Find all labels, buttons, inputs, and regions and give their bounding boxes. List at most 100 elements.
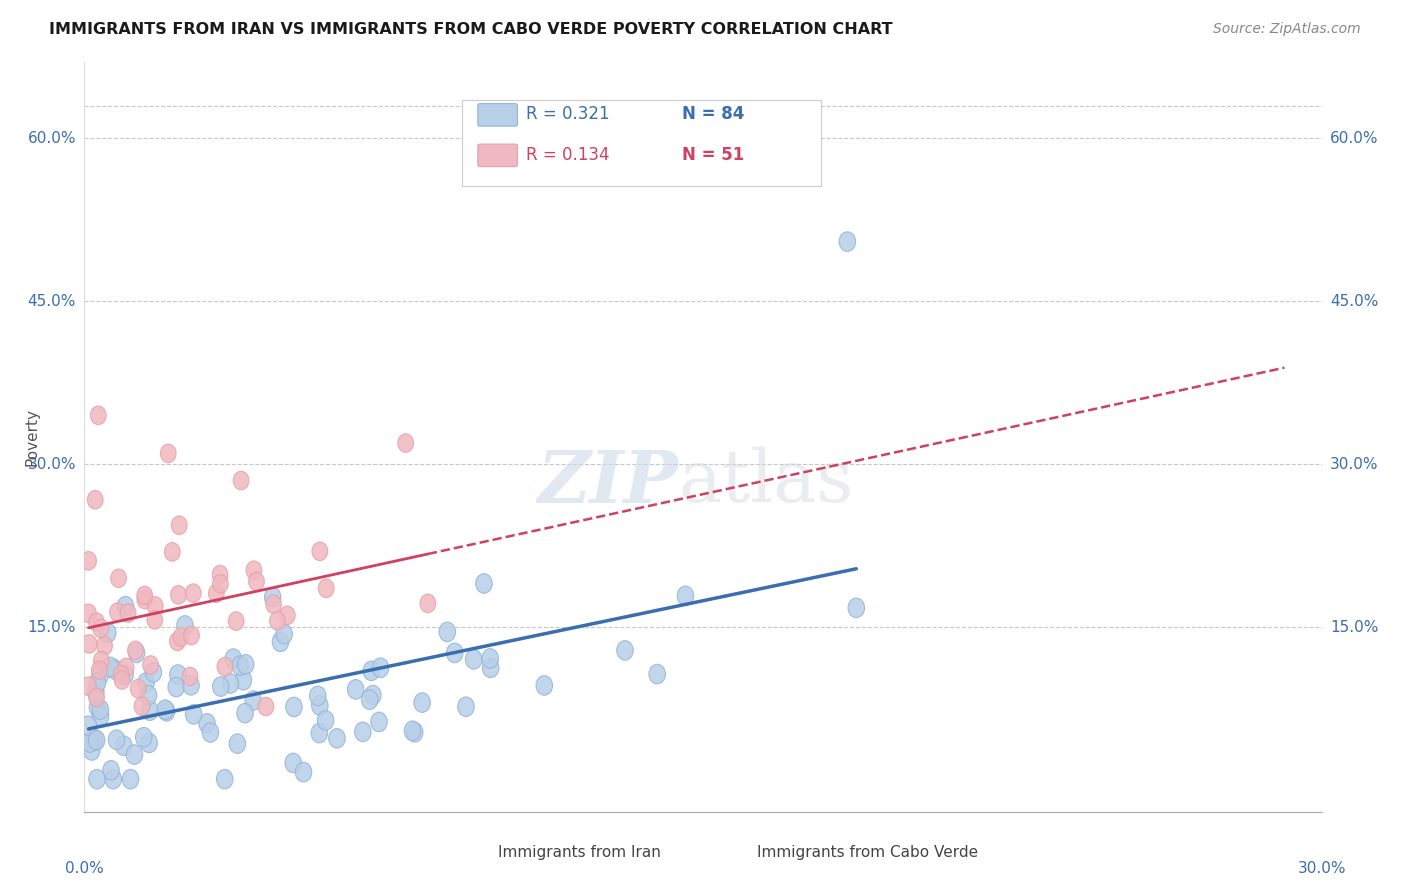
Ellipse shape [347, 680, 364, 699]
FancyBboxPatch shape [460, 844, 492, 862]
Ellipse shape [159, 702, 174, 721]
Ellipse shape [354, 722, 371, 741]
Ellipse shape [246, 561, 262, 580]
Ellipse shape [198, 714, 215, 733]
Ellipse shape [364, 685, 381, 705]
Ellipse shape [183, 675, 200, 695]
Ellipse shape [232, 656, 249, 675]
Ellipse shape [238, 655, 254, 674]
Ellipse shape [259, 698, 274, 715]
Ellipse shape [87, 491, 103, 509]
Text: N = 84: N = 84 [682, 105, 744, 123]
Ellipse shape [363, 661, 380, 681]
Ellipse shape [172, 516, 187, 534]
Text: ZIP: ZIP [537, 447, 678, 517]
Text: IMMIGRANTS FROM IRAN VS IMMIGRANTS FROM CABO VERDE POVERTY CORRELATION CHART: IMMIGRANTS FROM IRAN VS IMMIGRANTS FROM … [49, 22, 893, 37]
Ellipse shape [91, 665, 108, 685]
Ellipse shape [413, 693, 430, 713]
Ellipse shape [447, 643, 463, 663]
Ellipse shape [136, 586, 152, 605]
Ellipse shape [458, 697, 474, 716]
Ellipse shape [266, 595, 281, 614]
Ellipse shape [80, 716, 97, 735]
Ellipse shape [100, 624, 117, 642]
Ellipse shape [82, 634, 97, 653]
Ellipse shape [217, 657, 233, 676]
Ellipse shape [235, 671, 252, 690]
Ellipse shape [217, 770, 233, 789]
Text: 0.0%: 0.0% [65, 861, 104, 876]
Text: 15.0%: 15.0% [28, 620, 76, 634]
Ellipse shape [233, 471, 249, 490]
Ellipse shape [89, 731, 105, 750]
Ellipse shape [141, 685, 157, 705]
Ellipse shape [617, 640, 633, 660]
Ellipse shape [157, 700, 173, 720]
Ellipse shape [183, 667, 198, 686]
Ellipse shape [184, 626, 200, 645]
Ellipse shape [186, 584, 201, 602]
Ellipse shape [177, 615, 193, 635]
Text: R = 0.321: R = 0.321 [526, 105, 610, 123]
Ellipse shape [111, 569, 127, 588]
Ellipse shape [371, 712, 387, 731]
Text: 30.0%: 30.0% [28, 457, 76, 472]
Ellipse shape [170, 665, 186, 684]
Ellipse shape [312, 696, 328, 715]
Ellipse shape [678, 586, 693, 606]
FancyBboxPatch shape [718, 844, 751, 862]
Ellipse shape [148, 597, 163, 615]
Ellipse shape [170, 632, 186, 650]
Ellipse shape [270, 612, 285, 630]
Ellipse shape [420, 594, 436, 613]
Ellipse shape [115, 736, 132, 756]
Ellipse shape [89, 613, 104, 632]
Ellipse shape [264, 588, 281, 607]
Ellipse shape [280, 606, 295, 624]
Ellipse shape [141, 733, 157, 753]
Ellipse shape [135, 728, 152, 747]
Ellipse shape [89, 698, 105, 717]
Ellipse shape [93, 700, 108, 720]
Ellipse shape [143, 656, 159, 674]
Ellipse shape [839, 232, 856, 252]
Ellipse shape [285, 753, 301, 772]
Ellipse shape [89, 688, 104, 706]
Ellipse shape [228, 612, 245, 631]
Ellipse shape [249, 572, 264, 591]
FancyBboxPatch shape [461, 100, 821, 186]
Text: 30.0%: 30.0% [1298, 861, 1346, 876]
Ellipse shape [91, 661, 107, 680]
Ellipse shape [145, 663, 162, 682]
Ellipse shape [122, 770, 139, 789]
Text: 45.0%: 45.0% [1330, 293, 1378, 309]
Ellipse shape [131, 680, 146, 698]
Text: R = 0.134: R = 0.134 [526, 145, 610, 163]
Ellipse shape [80, 604, 97, 623]
Ellipse shape [121, 604, 136, 623]
Ellipse shape [117, 665, 134, 684]
Ellipse shape [89, 770, 105, 789]
Text: atlas: atlas [678, 447, 853, 517]
Ellipse shape [82, 732, 98, 752]
Ellipse shape [276, 624, 292, 644]
Ellipse shape [86, 730, 103, 748]
Ellipse shape [465, 649, 482, 669]
Ellipse shape [536, 675, 553, 695]
Ellipse shape [398, 434, 413, 452]
Ellipse shape [107, 660, 122, 680]
Ellipse shape [295, 763, 312, 782]
Ellipse shape [114, 665, 129, 684]
Ellipse shape [80, 551, 97, 570]
Ellipse shape [90, 406, 105, 425]
Ellipse shape [285, 698, 302, 717]
Ellipse shape [312, 542, 328, 560]
Ellipse shape [83, 740, 100, 760]
Ellipse shape [110, 603, 125, 622]
Ellipse shape [136, 591, 153, 609]
Ellipse shape [118, 658, 134, 677]
Ellipse shape [80, 677, 97, 696]
Ellipse shape [134, 697, 150, 715]
Ellipse shape [404, 721, 420, 740]
Ellipse shape [186, 705, 202, 724]
